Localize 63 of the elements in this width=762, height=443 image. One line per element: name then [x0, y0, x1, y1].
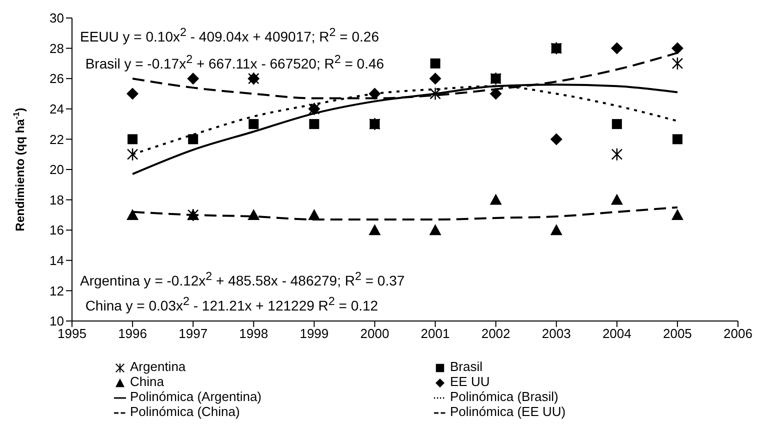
point [430, 58, 440, 68]
point [126, 208, 139, 220]
point [490, 194, 502, 205]
x-tick-label: 2005 [662, 326, 692, 342]
point [188, 134, 198, 144]
annotation: Brasil y = -0.17x$^{2}$ + 667.11x - 667520; R$^{2}$ = 0.46 [85, 52, 384, 72]
legend-label: Brasil [450, 359, 483, 374]
legend-label: Polinómica (China) [130, 404, 240, 419]
x-tick-label: 1996 [118, 326, 148, 342]
point [490, 88, 502, 100]
legend-label: Polinómica (Argentina) [130, 389, 262, 404]
annotation: Argentina y = -0.12x$^{2}$ + 485.58x - 486279; R$^{2}$ = 0.37 [80, 269, 405, 290]
point [550, 224, 562, 236]
y-tick-label: 28 [50, 40, 64, 56]
y-tick-label: 30 [50, 10, 64, 26]
point [430, 87, 441, 100]
x-tick-label: 2004 [602, 326, 632, 342]
x-tick-label: 1997 [178, 326, 208, 342]
y-tick-label: 16 [50, 222, 64, 238]
point [429, 72, 442, 85]
legend-label: Polinómica (Brasil) [450, 389, 558, 404]
point [610, 194, 623, 205]
point [309, 119, 320, 130]
y-tick-label: 12 [50, 283, 64, 298]
point [671, 42, 684, 54]
x-tick-label: 1998 [239, 326, 268, 342]
point [126, 148, 138, 161]
y-tick-label: 10 [50, 314, 64, 329]
point [610, 42, 623, 54]
point [550, 133, 562, 146]
x-tick-label: 2003 [542, 326, 571, 342]
point [429, 224, 442, 236]
point [611, 148, 623, 161]
x-tick-label: 2000 [360, 326, 390, 342]
x-tick-label: 1999 [300, 326, 329, 342]
point [248, 208, 260, 220]
annotation: China y = 0.03x$^{2}$ - 121.21x + 121229 R$^{2}$ = 0.12 [85, 294, 378, 315]
x-tick-label: 2002 [481, 326, 510, 342]
point [126, 88, 139, 100]
x-tick-label: 1995 [58, 326, 86, 342]
y-tick-label: 22 [50, 132, 64, 147]
point [308, 208, 320, 220]
x-tick-label: 2006 [724, 326, 752, 342]
legend-label: Argentina [130, 359, 186, 374]
legend-label: Polinómica (EE UU) [450, 404, 566, 419]
y-tick-label: 26 [50, 71, 64, 86]
point [671, 208, 684, 220]
y-tick-label: 24 [50, 102, 64, 117]
legend-label: EE UU [450, 374, 490, 389]
annotation: EEUU y = 0.10x$^{2}$ - 409.04x + 409017; R$^{2}$ = 0.26 [80, 25, 379, 46]
y-tick-label: 20 [50, 162, 64, 178]
point [672, 134, 682, 144]
point [368, 224, 381, 236]
point [672, 56, 684, 70]
x-tick-label: 2001 [420, 326, 450, 342]
legend-label: China [130, 374, 164, 389]
point [612, 119, 622, 130]
point [128, 134, 138, 144]
point [368, 88, 381, 100]
y-tick-label: 18 [50, 192, 64, 208]
point [187, 72, 200, 85]
point [248, 119, 259, 130]
y-tick-label: 14 [50, 253, 64, 268]
